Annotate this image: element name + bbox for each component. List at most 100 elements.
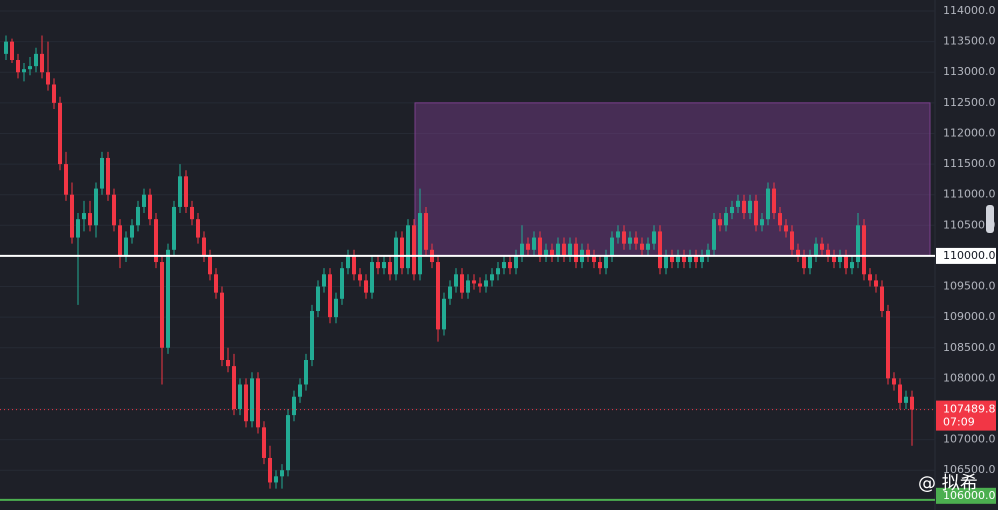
y-tick-label: 111000.0	[943, 188, 996, 201]
candle-body	[868, 274, 872, 281]
candle-body	[94, 188, 98, 226]
candle-body	[880, 286, 884, 312]
candle-body	[652, 231, 656, 244]
candle-body	[688, 255, 692, 263]
candle-body	[592, 255, 596, 263]
y-tick-label: 110500.0	[943, 218, 996, 231]
candle-body	[340, 268, 344, 299]
candle-body	[484, 280, 488, 287]
candle-body	[238, 384, 242, 409]
candle-body	[796, 249, 800, 256]
candle-body	[586, 249, 590, 256]
candle-body	[232, 366, 236, 409]
candle-body	[76, 219, 80, 238]
level-label-box	[936, 247, 996, 264]
candle-body	[562, 243, 566, 256]
candle-body	[700, 255, 704, 263]
candle-body	[292, 396, 296, 416]
candle-body	[832, 255, 836, 263]
y-tick-label: 109500.0	[943, 280, 996, 293]
candle-body	[766, 188, 770, 220]
candle-body	[670, 255, 674, 263]
candle-body	[622, 231, 626, 244]
candle-body	[862, 225, 866, 275]
candle-body	[196, 219, 200, 238]
candle-body	[526, 243, 530, 250]
candle-body	[4, 41, 8, 54]
candle-body	[328, 274, 332, 318]
y-tick-label: 113000.0	[943, 65, 996, 78]
candle-body	[730, 206, 734, 214]
candle-body	[490, 274, 494, 281]
candle-body	[676, 255, 680, 263]
candle-body	[838, 255, 842, 263]
candle-body	[886, 311, 890, 379]
support-label: 106000.0	[943, 489, 996, 502]
candle-body	[268, 457, 272, 483]
candle-body	[184, 176, 188, 207]
candle-body	[748, 200, 752, 214]
y-tick-label: 114000.0	[943, 4, 996, 17]
candle-body	[712, 219, 716, 250]
candle-body	[208, 255, 212, 275]
candle-body	[646, 243, 650, 250]
candle-body	[892, 378, 896, 385]
candle-body	[190, 206, 194, 220]
candle-body	[742, 200, 746, 214]
candle-body	[724, 213, 728, 226]
candle-body	[856, 225, 860, 263]
candle-body	[454, 274, 458, 287]
candle-body	[136, 206, 140, 226]
candle-body	[460, 274, 464, 293]
candle-body	[736, 200, 740, 207]
candle-body	[256, 378, 260, 428]
candle-body	[70, 194, 74, 238]
price-label: 107489.8	[943, 403, 996, 416]
y-tick-label: 113500.0	[943, 35, 996, 48]
candle-body	[178, 176, 182, 207]
candle-body	[694, 255, 698, 263]
y-tick-label: 108000.0	[943, 371, 996, 384]
candle-body	[358, 274, 362, 281]
candle-body	[754, 200, 758, 226]
candle-body	[850, 262, 854, 269]
candle-body	[910, 396, 914, 410]
candle-body	[304, 360, 308, 385]
candle-body	[28, 66, 32, 70]
candle-body	[808, 255, 812, 269]
candle-body	[34, 53, 38, 67]
candle-body	[718, 219, 722, 226]
candle-body	[664, 255, 668, 269]
candle-body	[826, 249, 830, 256]
candle-body	[298, 384, 302, 397]
candle-body	[544, 249, 548, 256]
candle-body	[502, 262, 506, 269]
candle-body	[790, 231, 794, 250]
candle-body	[262, 427, 266, 458]
candle-body	[286, 415, 290, 471]
candle-body	[130, 225, 134, 238]
candle-body	[46, 72, 50, 85]
candle-body	[436, 262, 440, 330]
candle-body	[904, 396, 908, 403]
candle-body	[100, 157, 104, 189]
candle-body	[118, 225, 122, 256]
candle-body	[898, 384, 902, 403]
candle-body	[334, 298, 338, 318]
candle-body	[556, 243, 560, 256]
candle-body	[310, 311, 314, 360]
candle-body	[874, 280, 878, 287]
candle-body	[598, 262, 602, 269]
candle-body	[64, 164, 68, 195]
candle-body	[478, 283, 482, 287]
candle-body	[406, 225, 410, 269]
candle-body	[568, 243, 572, 256]
candle-body	[550, 249, 554, 256]
candle-body	[400, 237, 404, 269]
candle-body	[148, 194, 152, 220]
candle-body	[22, 69, 26, 73]
candle-body	[88, 213, 92, 226]
candle-body	[112, 194, 116, 226]
candle-body	[202, 237, 206, 256]
